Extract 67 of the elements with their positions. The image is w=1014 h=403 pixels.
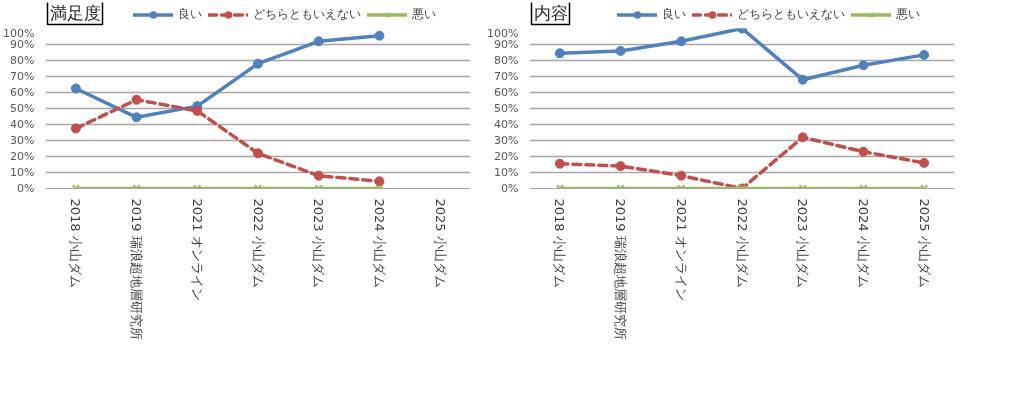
y-tick-label: 60%	[10, 86, 35, 99]
point	[131, 94, 142, 105]
point	[615, 161, 626, 172]
legend-label: 良い	[662, 5, 687, 23]
point	[676, 36, 687, 47]
x-tick-label: 2024 小山ダム	[855, 198, 871, 288]
point	[374, 176, 385, 187]
y-tick-label: 10%	[10, 166, 35, 179]
y-tick-label: 80%	[10, 54, 35, 67]
x-tick-label: 2025 小山ダム	[432, 198, 448, 288]
point	[676, 170, 687, 181]
legend-label: どちらともいえない	[253, 5, 362, 23]
point	[70, 123, 81, 134]
point	[253, 58, 263, 69]
point	[374, 30, 385, 41]
x-tick-label: 2023 小山ダム	[795, 198, 811, 288]
x-tick-label: 2022 小山ダム	[734, 198, 750, 288]
y-tick-label: 40%	[494, 118, 519, 131]
point	[313, 170, 324, 181]
y-tick-label: 70%	[494, 70, 519, 83]
chart-title: 満足度	[49, 2, 101, 23]
point	[192, 105, 203, 116]
y-tick-label: 50%	[10, 102, 35, 115]
x-tick-label: 2021 オンライン	[189, 198, 205, 301]
y-tick-label: 30%	[10, 134, 35, 147]
x-tick-label: 2024 小山ダム	[371, 198, 387, 288]
y-tick-label: 100%	[3, 26, 35, 40]
x-tick-label: 2018 小山ダム	[68, 198, 84, 288]
point	[554, 158, 565, 169]
x-tick-label: 2018 小山ダム	[552, 198, 568, 288]
point	[70, 83, 81, 94]
y-tick-label: 100%	[487, 26, 519, 40]
chart-title: 内容	[533, 2, 568, 23]
point	[858, 60, 869, 71]
y-tick-label: 40%	[10, 118, 35, 131]
y-tick-label: 50%	[494, 102, 519, 115]
y-tick-label: 0%	[17, 182, 35, 195]
point	[253, 148, 263, 159]
point	[313, 36, 324, 47]
legend-label: 悪い	[896, 5, 921, 23]
x-tick-label: 2021 オンライン	[673, 198, 689, 301]
y-tick-label: 10%	[494, 166, 519, 179]
y-tick-label: 90%	[10, 38, 35, 51]
y-tick-label: 30%	[494, 134, 519, 147]
point	[797, 74, 808, 85]
x-tick-label: 2019 瑞浪超地層研究所	[613, 198, 629, 340]
x-tick-label: 2023 小山ダム	[311, 198, 327, 288]
point	[131, 112, 142, 123]
y-tick-label: 20%	[10, 150, 35, 163]
x-tick-label: 2019 瑞浪超地層研究所	[129, 198, 145, 340]
point	[554, 48, 565, 59]
y-tick-label: 90%	[494, 38, 519, 51]
y-tick-label: 60%	[494, 86, 519, 99]
point	[858, 146, 869, 157]
point	[919, 49, 930, 60]
y-tick-label: 80%	[494, 54, 519, 67]
y-tick-label: 20%	[494, 150, 519, 163]
legend-label: どちらともいえない	[737, 5, 846, 23]
point	[797, 132, 808, 143]
legend-label: 良い	[178, 5, 203, 23]
point	[615, 45, 626, 56]
x-tick-label: 2025 小山ダム	[916, 198, 932, 288]
point	[919, 157, 930, 168]
y-tick-label: 70%	[10, 70, 35, 83]
legend-label: 悪い	[412, 5, 437, 23]
x-tick-label: 2022 小山ダム	[250, 198, 266, 288]
y-tick-label: 0%	[501, 182, 519, 195]
